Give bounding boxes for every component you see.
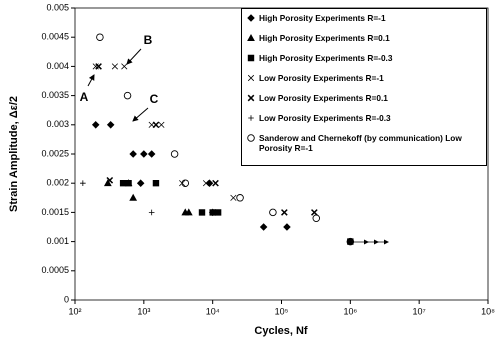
data-point xyxy=(212,179,219,187)
data-point xyxy=(147,150,156,158)
x-axis-label: Cycles, Nf xyxy=(254,325,308,337)
y-tick-label: 0 xyxy=(64,294,69,304)
legend-marker xyxy=(247,54,255,62)
data-point xyxy=(123,91,132,100)
data-point xyxy=(136,179,145,187)
y-tick-label: 0.0045 xyxy=(41,32,69,42)
x-tick-label: 10⁵ xyxy=(275,306,289,316)
data-point xyxy=(106,176,114,184)
annotation: A xyxy=(80,90,89,104)
annotation: B xyxy=(144,33,153,47)
legend-label: Low Porosity Experiments R=-1 xyxy=(259,73,384,83)
data-point xyxy=(121,63,128,70)
data-point xyxy=(198,209,206,216)
y-tick-label: 0.001 xyxy=(46,236,69,246)
y-tick-label: 0.003 xyxy=(46,119,69,129)
data-point xyxy=(205,179,214,187)
data-point xyxy=(236,194,244,202)
x-tick-label: 10³ xyxy=(137,306,150,316)
legend-label: High Porosity Experiments R=-0.3 xyxy=(259,53,393,63)
y-tick-label: 0.0015 xyxy=(41,207,69,217)
data-point xyxy=(96,33,104,41)
data-point xyxy=(283,223,291,231)
data-point xyxy=(281,209,288,216)
legend-icon xyxy=(247,94,255,102)
data-point xyxy=(158,121,165,128)
legend-marker xyxy=(247,94,255,102)
annotation-arrow xyxy=(87,74,95,87)
legend-icon xyxy=(247,33,255,41)
data-point xyxy=(129,193,138,201)
data-point xyxy=(106,121,115,129)
legend-marker xyxy=(247,134,255,142)
data-point xyxy=(80,180,86,186)
annotation-arrow xyxy=(132,107,149,122)
legend-entry: Low Porosity Experiments R=-1 xyxy=(246,73,482,83)
y-tick-label: 0.004 xyxy=(46,61,69,71)
legend: High Porosity Experiments R=-1 High Poros… xyxy=(241,8,487,166)
legend-icon xyxy=(247,74,255,82)
legend-marker xyxy=(247,14,255,22)
legend-label: High Porosity Experiments R=0.1 xyxy=(259,33,390,43)
legend-marker xyxy=(247,33,255,41)
data-point xyxy=(140,150,148,158)
data-point xyxy=(202,180,210,187)
data-point xyxy=(125,180,132,187)
y-axis-label: Strain Amplitude, Δε/2 xyxy=(8,96,20,212)
legend-label: Low Porosity Experiments R=0.1 xyxy=(259,93,388,103)
legend-icon xyxy=(247,14,255,22)
runout-arrowheads xyxy=(364,239,389,245)
data-point xyxy=(181,179,190,187)
data-point xyxy=(214,209,222,216)
y-tick-label: 0.002 xyxy=(46,178,69,188)
data-point xyxy=(91,121,100,129)
data-point xyxy=(184,208,193,216)
legend-marker xyxy=(248,115,254,121)
legend-entry: Sanderow and Chernekoff (by communicatio… xyxy=(246,133,482,153)
y-tick-label: 0.0035 xyxy=(41,90,69,100)
data-point xyxy=(148,209,155,216)
x-tick-label: 10⁴ xyxy=(206,306,220,316)
legend-entry: High Porosity Experiments R=0.1 xyxy=(246,33,482,43)
legend-entry: High Porosity Experiments R=-1 xyxy=(246,13,482,23)
data-point xyxy=(269,208,277,217)
legend-entry: Low Porosity Experiments R=0.1 xyxy=(246,93,482,103)
legend-icon xyxy=(248,115,254,121)
data-point xyxy=(119,180,127,187)
data-point xyxy=(346,237,355,246)
legend-entry: Low Porosity Experiments R=-0.3 xyxy=(246,113,482,123)
y-tick-label: 0.0025 xyxy=(41,148,69,158)
data-point xyxy=(311,209,318,216)
annotation-arrow xyxy=(126,48,142,65)
annotation: C xyxy=(150,92,159,106)
legend-entry: High Porosity Experiments R=-0.3 xyxy=(246,53,482,63)
data-point xyxy=(312,214,321,222)
x-tick-label: 10² xyxy=(68,306,81,316)
data-point xyxy=(152,180,160,187)
legend-icon xyxy=(247,134,255,142)
legend-label: Sanderow and Chernekoff (by communicatio… xyxy=(259,133,462,153)
data-point xyxy=(170,150,179,158)
y-tick-label: 0.005 xyxy=(46,2,69,12)
data-point xyxy=(129,150,137,158)
legend-label: Low Porosity Experiments R=-0.3 xyxy=(259,113,391,123)
x-tick-label: 10⁸ xyxy=(481,306,495,316)
y-tick-label: 0.0005 xyxy=(41,265,69,275)
legend-label: High Porosity Experiments R=-1 xyxy=(259,13,386,23)
x-tick-label: 10⁷ xyxy=(413,306,426,316)
data-point xyxy=(95,63,102,70)
data-point xyxy=(209,209,216,216)
data-point xyxy=(259,223,268,231)
data-point xyxy=(347,238,354,245)
data-point xyxy=(152,121,160,129)
x-tick-label: 10⁶ xyxy=(343,306,357,316)
data-point xyxy=(111,63,118,70)
legend-icon xyxy=(247,54,255,62)
data-point xyxy=(230,194,237,201)
legend-marker xyxy=(247,74,255,82)
